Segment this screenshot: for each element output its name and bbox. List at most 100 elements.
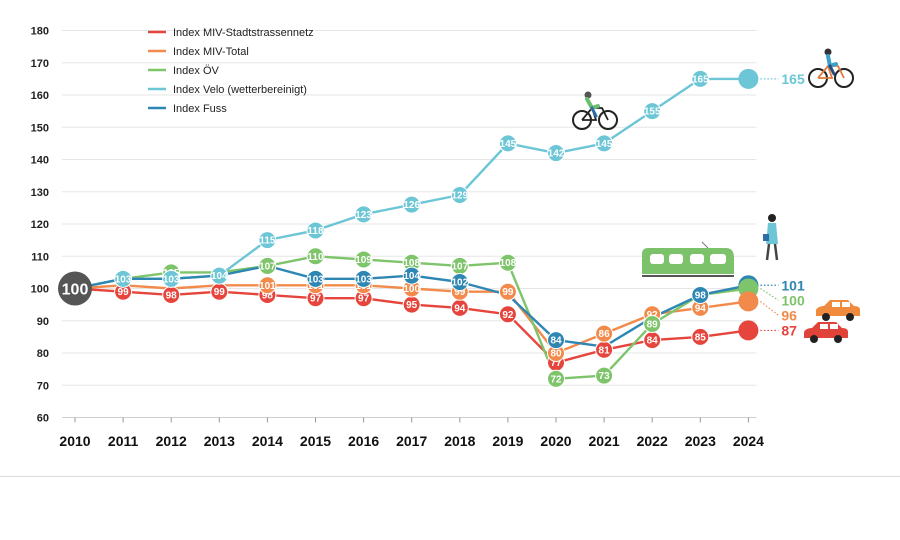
end-label: 100 [781, 292, 805, 308]
x-tick-label: 2010 [59, 433, 90, 449]
x-axis: 2010 2011 2012 2013 2014 2015 2016 2017 2018 2019… [59, 417, 764, 449]
data-point [162, 269, 181, 288]
data-label: 104 [403, 271, 420, 282]
pedestrian-icon [763, 214, 779, 261]
data-point [402, 195, 421, 214]
data-label: 107 [451, 261, 468, 272]
data-label: 118 [307, 226, 324, 237]
cyclist-woman-icon [808, 48, 854, 88]
y-tick-label: 80 [37, 348, 49, 360]
x-tick-label: 2023 [685, 433, 716, 449]
y-tick-label: 160 [31, 90, 49, 102]
data-label: 98 [262, 290, 274, 301]
data-point [498, 134, 517, 153]
y-tick-label: 120 [31, 219, 49, 231]
y-tick-label: 110 [31, 251, 49, 263]
data-label: 86 [599, 329, 611, 340]
data-point [691, 69, 710, 88]
data-point [354, 269, 373, 288]
base-marker-label: 100 [62, 282, 89, 299]
x-tick-label: 2016 [348, 433, 379, 449]
data-label: 97 [358, 294, 370, 305]
data-label: 94 [454, 303, 466, 314]
data-point [595, 324, 614, 343]
data-point [643, 102, 662, 121]
legend-entry: Index MIV-Stadtstrassennetz [173, 27, 314, 39]
end-label: 165 [781, 71, 805, 87]
data-label: 142 [548, 149, 565, 160]
data-point [306, 247, 325, 266]
end-marker [738, 320, 759, 341]
data-point [498, 282, 517, 301]
data-label: 99 [454, 287, 466, 298]
data-label: 98 [695, 290, 707, 301]
data-point [210, 266, 229, 285]
end-leader [760, 300, 779, 316]
data-label: 108 [500, 258, 517, 269]
data-label: 109 [355, 255, 372, 266]
y-tick-label: 130 [31, 187, 49, 199]
data-label: 155 [644, 107, 661, 118]
data-label: 73 [599, 371, 611, 382]
end-marker [738, 68, 759, 89]
x-tick-label: 2015 [300, 433, 331, 449]
base-marker-circle [58, 271, 92, 306]
data-label: 99 [214, 287, 226, 298]
data-label: 107 [259, 261, 276, 272]
data-point [691, 327, 710, 346]
data-point [691, 285, 710, 304]
x-tick-label: 2022 [637, 433, 668, 449]
legend-entry: Index MIV-Total [173, 46, 249, 58]
data-label: 97 [310, 294, 322, 305]
data-label: 145 [500, 139, 517, 150]
y-tick-label: 140 [31, 155, 49, 167]
data-point [114, 269, 133, 288]
data-point [498, 305, 517, 324]
data-point [258, 231, 277, 250]
data-label: 89 [647, 319, 659, 330]
data-point [450, 185, 469, 204]
data-label: 99 [118, 287, 130, 298]
data-point [354, 250, 373, 269]
x-tick-label: 2018 [444, 433, 475, 449]
x-tick-label: 2014 [252, 433, 283, 449]
data-label: 92 [502, 310, 514, 321]
data-label: 95 [406, 300, 418, 311]
data-label: 72 [550, 374, 562, 385]
data-label: 145 [596, 139, 613, 150]
data-label: 165 [692, 74, 709, 85]
data-point [402, 266, 421, 285]
x-tick-label: 2017 [396, 433, 427, 449]
end-label: 96 [781, 307, 797, 323]
data-label: 99 [502, 287, 514, 298]
data-label: 123 [355, 210, 372, 221]
data-label: 101 [259, 281, 276, 292]
data-point [547, 331, 565, 350]
y-tick-label: 90 [37, 316, 49, 328]
data-label: 115 [259, 236, 276, 247]
data-point [547, 144, 565, 163]
x-tick-label: 2019 [492, 433, 523, 449]
data-label: 126 [403, 200, 420, 211]
bottom-divider [0, 476, 900, 477]
data-point [258, 256, 277, 275]
data-label: 84 [647, 336, 659, 347]
end-label: 87 [781, 322, 797, 338]
data-point [450, 273, 469, 292]
car-red-icon [804, 322, 848, 343]
data-point [498, 253, 517, 272]
y-tick-label: 180 [31, 26, 49, 38]
end-label: 101 [781, 277, 805, 293]
data-label: 104 [211, 271, 228, 282]
data-label: 103 [163, 274, 180, 285]
legend-entry: Index Fuss [173, 103, 227, 115]
data-point [354, 205, 373, 224]
data-point [643, 314, 662, 333]
legend: Index MIV-Stadtstrassennetz Index MIV-Tot… [148, 27, 314, 115]
data-label: 84 [550, 336, 562, 347]
data-label: 85 [695, 332, 707, 343]
base-marker: 100 [58, 271, 92, 306]
y-tick-label: 150 [31, 122, 49, 134]
